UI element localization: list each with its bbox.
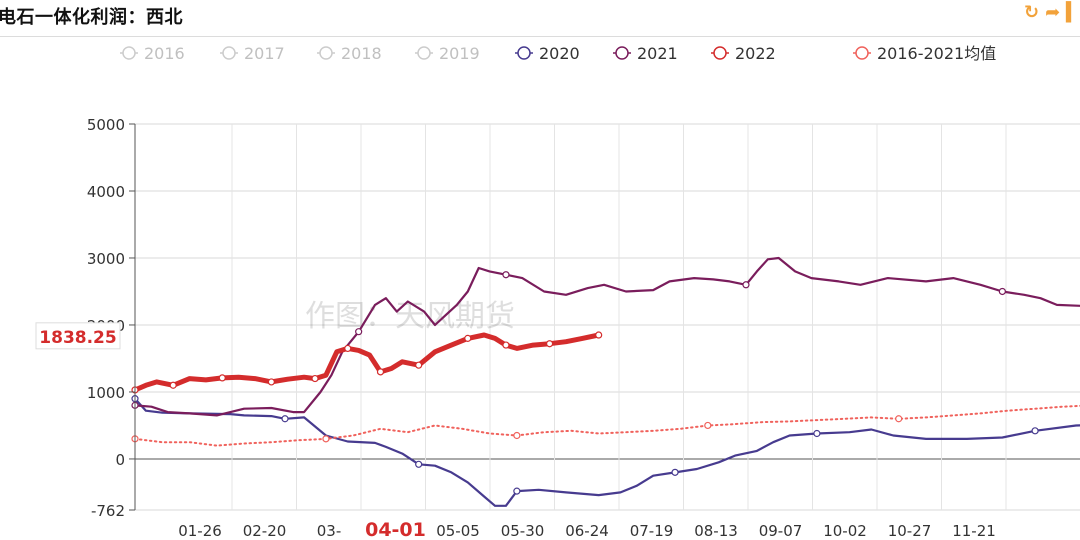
legend-swatch-marker bbox=[222, 46, 236, 60]
y-tick-label: 4000 bbox=[87, 183, 125, 201]
x-tick-label: 08-13 bbox=[694, 522, 738, 540]
y-tick-label: 0 bbox=[115, 451, 125, 469]
x-tick-label: 06-24 bbox=[565, 522, 609, 540]
series-line-2016-2021均值 bbox=[134, 404, 1080, 447]
toolbar: ↻ ➦ ▍ bbox=[1024, 4, 1080, 22]
series-point-2020 bbox=[513, 487, 521, 495]
series-line-2022 bbox=[132, 332, 602, 393]
series-point-2016-2021均值 bbox=[513, 431, 521, 440]
series-point-2022 bbox=[169, 381, 177, 389]
chart-title: 电石一体化利润：西北 bbox=[0, 7, 183, 28]
x-tick-label: 01-26 bbox=[178, 522, 222, 540]
legend-item-2016[interactable]: 2016 bbox=[120, 44, 185, 63]
series-point-2022 bbox=[545, 340, 554, 348]
axes: -76201000200030004000500001-2602-2003-04… bbox=[35, 116, 996, 540]
legend-item-2016-2021均值[interactable]: 2016-2021均值 bbox=[853, 44, 996, 63]
y-tick-label: -762 bbox=[91, 502, 125, 520]
refresh-icon[interactable]: ↻ bbox=[1023, 2, 1040, 23]
series-line-2020 bbox=[133, 397, 1080, 507]
series-point-2021 bbox=[502, 271, 510, 279]
legend-item-2018[interactable]: 2018 bbox=[317, 44, 382, 63]
legend-label: 2018 bbox=[341, 44, 382, 63]
x-tick-label: 02-20 bbox=[243, 522, 287, 540]
series-point-2022 bbox=[595, 331, 603, 339]
y-pointer-box bbox=[35, 322, 121, 350]
series-point-2021 bbox=[998, 287, 1006, 296]
series-point-2021 bbox=[742, 281, 750, 289]
series-point-2022 bbox=[218, 374, 226, 382]
series-point-2016-2021均值 bbox=[322, 435, 330, 443]
legend-swatch-marker bbox=[855, 46, 869, 60]
series-point-2022 bbox=[464, 334, 472, 342]
x-tick-label: 11-21 bbox=[952, 522, 996, 540]
watermark: 作图：天风期货 bbox=[305, 299, 515, 334]
series-point-2020 bbox=[813, 429, 821, 438]
series-point-2022 bbox=[415, 361, 423, 369]
share-icon[interactable]: ➦ bbox=[1045, 2, 1061, 23]
legend-label: 2016-2021均值 bbox=[877, 44, 996, 63]
legend-item-2019[interactable]: 2019 bbox=[415, 44, 480, 63]
title-divider bbox=[0, 36, 1080, 37]
series-point-2020 bbox=[671, 468, 679, 476]
series-point-2022 bbox=[311, 374, 319, 383]
y-tick-label: 1000 bbox=[87, 384, 125, 402]
menu-icon[interactable]: ▍ bbox=[1066, 2, 1080, 23]
title-bar: 电石一体化利润：西北 ↻ ➦ ▍ bbox=[0, 0, 1080, 30]
y-pointer-label: 1838.25 bbox=[39, 328, 116, 348]
x-tick-label: 05-30 bbox=[501, 522, 545, 540]
x-tick-label: 10-27 bbox=[888, 522, 932, 540]
grid-lines bbox=[135, 123, 1080, 511]
x-tick-label: 07-19 bbox=[630, 522, 674, 540]
legend-item-2017[interactable]: 2017 bbox=[220, 44, 285, 63]
legend-swatch-marker bbox=[319, 46, 333, 60]
series-layer bbox=[131, 256, 1080, 507]
legend: 2016 2017 2018 2019 2020 2021 2022 2016-2021均值 bbox=[120, 44, 996, 63]
series-point-2022 bbox=[376, 368, 385, 376]
legend-swatch-marker bbox=[517, 46, 531, 60]
watermark-text: 作图：天风期货 bbox=[305, 299, 515, 334]
legend-label: 2019 bbox=[439, 44, 480, 63]
series-point-2020 bbox=[1031, 427, 1039, 435]
x-tick-label: 10-02 bbox=[823, 522, 867, 540]
x-tick-label: 03- bbox=[317, 522, 342, 540]
series-point-2022 bbox=[502, 341, 510, 349]
series-point-2016-2021均值 bbox=[704, 421, 712, 430]
legend-item-2020[interactable]: 2020 bbox=[515, 44, 580, 63]
series-point-2022 bbox=[344, 344, 352, 353]
y-tick-label: 3000 bbox=[87, 250, 125, 268]
series-line-2021 bbox=[133, 256, 1080, 417]
legend-swatch-marker bbox=[615, 46, 629, 60]
series-point-2020 bbox=[281, 415, 289, 423]
x-tick-label: 09-07 bbox=[759, 522, 803, 540]
legend-label: 2016 bbox=[144, 44, 185, 63]
legend-label: 2017 bbox=[244, 44, 285, 63]
series-point-2021 bbox=[355, 328, 363, 336]
x-tick-label: 05-05 bbox=[436, 522, 480, 540]
x-tick-label-highlight: 04-01 bbox=[365, 519, 426, 540]
legend-label: 2021 bbox=[637, 44, 678, 63]
legend-label: 2022 bbox=[735, 44, 776, 63]
legend-swatch-marker bbox=[122, 46, 136, 60]
series-point-2020 bbox=[415, 460, 423, 468]
series-point-2016-2021均值 bbox=[895, 415, 903, 423]
legend-item-2022[interactable]: 2022 bbox=[711, 44, 776, 63]
legend-label: 2020 bbox=[539, 44, 580, 63]
series-point-2022 bbox=[267, 378, 275, 386]
legend-swatch-marker bbox=[713, 46, 727, 60]
y-tick-label: 5000 bbox=[87, 116, 125, 134]
legend-swatch-marker bbox=[417, 46, 431, 60]
legend-item-2021[interactable]: 2021 bbox=[613, 44, 678, 63]
